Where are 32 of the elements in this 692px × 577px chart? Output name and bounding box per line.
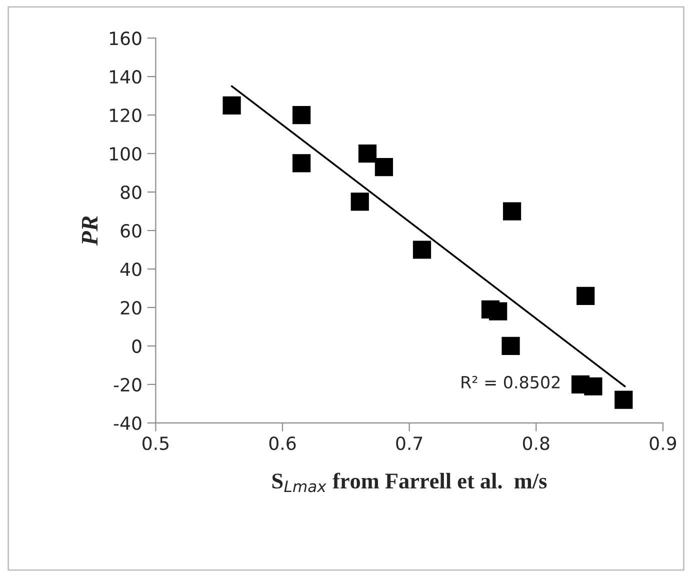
point (489, 302, 508, 320)
y-tick-label: -20 (114, 378, 142, 392)
x-tick-label: 0.8 (522, 436, 550, 450)
point (584, 377, 602, 396)
y-tick-label: 0 (132, 339, 142, 354)
point (412, 240, 432, 259)
point (614, 390, 633, 409)
y-tick-label: 60 (120, 224, 142, 238)
point (502, 202, 522, 220)
x-tick-label: 0.7 (396, 436, 422, 450)
y-tick-label: 40 (120, 262, 142, 276)
point (292, 106, 311, 124)
x-tick-label: 0.6 (269, 436, 296, 450)
point (292, 154, 311, 172)
point (502, 336, 520, 356)
y-tick-label: 120 (110, 108, 142, 122)
point (576, 286, 595, 305)
x-axis-title: S$_{Lmax}$ from Farrell et al. m/s (272, 472, 547, 492)
y-tick-label: -40 (114, 416, 142, 430)
x-tick-label: 0.9 (650, 436, 676, 450)
point (374, 158, 394, 176)
y-axis-title: PR (82, 216, 98, 246)
point (358, 144, 377, 163)
y-tick-label: 100 (110, 147, 142, 161)
point (350, 192, 369, 211)
y-tick-label: 20 (120, 300, 142, 315)
y-tick-label: 160 (110, 32, 142, 46)
annotation: R² = 0.8502 (462, 376, 560, 389)
y-tick-label: 80 (120, 185, 142, 200)
x-tick-label: 0.5 (142, 436, 168, 450)
y-tick-label: 140 (110, 70, 142, 84)
point (222, 96, 241, 114)
